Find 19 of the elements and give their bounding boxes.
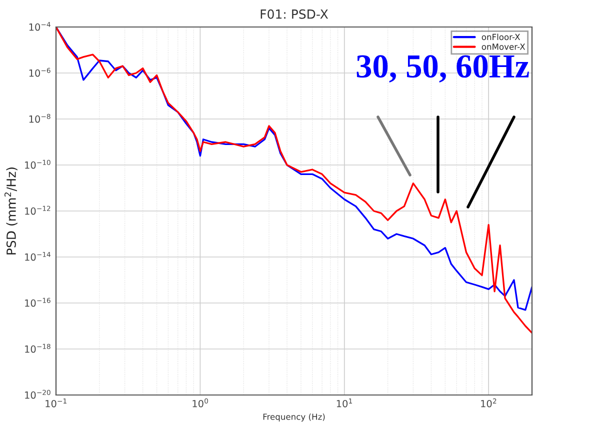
y-tick-label: 10$^{−12}$: [25, 206, 50, 215]
x-tick-label: 10$^{0}$: [192, 398, 208, 408]
y-tick-label: 10$^{−20}$: [25, 390, 50, 399]
chart-title: F01: PSD-X: [260, 9, 328, 19]
x-tick-label: 10$^{−1}$: [46, 398, 66, 408]
x-tick-label: 10$^{2}$: [481, 398, 496, 408]
legend-label: onFloor-X: [482, 34, 520, 40]
y-tick-label: 10$^{−14}$: [25, 252, 50, 261]
y-tick-label: 10$^{−4}$: [29, 22, 50, 31]
x-axis-title: Frequency (Hz): [263, 413, 325, 422]
x-tick-label: 10$^{1}$: [336, 398, 352, 408]
y-tick-label: 10$^{−16}$: [25, 298, 50, 307]
y-tick-label: 10$^{−10}$: [25, 160, 50, 169]
y-tick-label: 10$^{−8}$: [29, 114, 50, 123]
y-tick-label: 10$^{−18}$: [25, 344, 50, 353]
annotation: 30, 50, 60Hz: [356, 55, 529, 82]
legend-label: onMover-X: [482, 44, 526, 50]
y-tick-label: 10$^{−6}$: [29, 68, 50, 77]
y-axis-title: PSD (mm$^{2}$/Hz): [4, 168, 18, 254]
